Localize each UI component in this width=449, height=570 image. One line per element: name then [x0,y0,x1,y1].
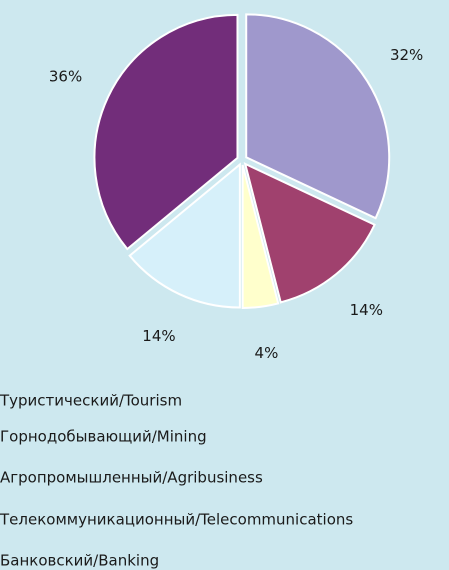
slice-label: 36% [49,67,82,85]
slice-label: 32% [390,46,423,64]
pie-slice [243,162,376,304]
legend-label: Банковский/Banking [0,552,159,570]
pie-slice [245,13,391,220]
legend-label: Туристический/Tourism [0,392,182,410]
legend-label: Горнодобывающий/Mining [0,428,207,446]
pie-slice [128,162,241,309]
legend-label: Телекоммуникационный/Telecommunications [0,511,353,529]
slice-label: 4% [255,344,279,362]
pie-slice [241,164,280,309]
slice-label: 14% [350,301,383,319]
slice-label: 14% [142,327,175,345]
legend-label: Агропромышленный/Agribusiness [0,469,263,487]
pie-slice [93,13,239,251]
